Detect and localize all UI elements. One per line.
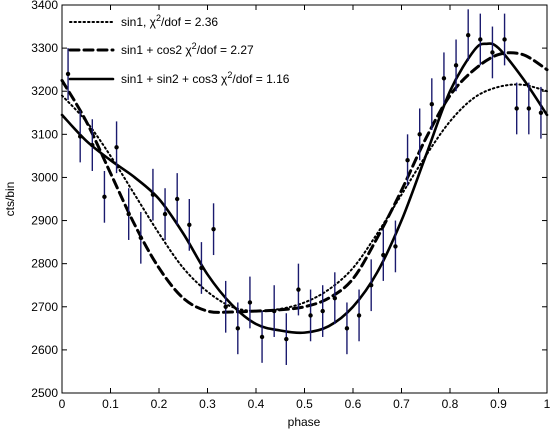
x-tick-label: 0.7	[393, 397, 410, 411]
y-tick-label: 3400	[31, 0, 58, 12]
y-tick-label: 2600	[31, 343, 58, 357]
x-tick-label: 0	[59, 397, 66, 411]
y-tick-label: 3000	[31, 170, 58, 184]
data-point	[114, 145, 119, 150]
y-tick-label: 2500	[31, 386, 58, 400]
data-point	[514, 106, 519, 111]
data-point	[235, 326, 241, 331]
data-point	[65, 71, 71, 77]
data-point	[247, 300, 253, 305]
data-point	[538, 110, 544, 115]
x-tick-label: 0.3	[199, 397, 216, 411]
data-point	[223, 304, 228, 309]
data-point	[465, 32, 471, 38]
x-tick-label: 0.9	[490, 397, 507, 411]
y-tick-label: 2700	[31, 300, 58, 314]
data-point	[90, 142, 95, 148]
data-point	[259, 334, 265, 340]
data-point	[102, 194, 107, 200]
data-point	[526, 106, 532, 111]
data-point	[356, 313, 362, 318]
plot-area	[62, 5, 547, 393]
data-point	[271, 308, 277, 314]
data-point	[490, 50, 495, 55]
x-axis-label: phase	[288, 415, 321, 429]
y-tick-label: 2800	[31, 257, 58, 271]
legend-label-sin1cos2: sin1 + cos2 χ2/dof = 2.27	[121, 41, 254, 57]
y-tick-label: 3200	[31, 84, 58, 98]
data-point	[441, 76, 447, 81]
data-point	[429, 101, 435, 107]
data-point	[381, 252, 386, 258]
data-point	[138, 235, 144, 240]
x-tick-label: 0.5	[296, 397, 313, 411]
legend-label-sin1sin2cos3: sin1 + sin2 + cos3 χ2/dof = 1.16	[121, 70, 290, 86]
x-tick-label: 0.6	[345, 397, 362, 411]
y-tick-label: 3100	[31, 127, 58, 141]
data-point	[344, 326, 350, 331]
legend: sin1, χ2/dof = 2.36 sin1 + cos2 χ2/dof = …	[68, 13, 290, 86]
data-point	[211, 226, 216, 232]
series-line-sin1	[61, 83, 548, 313]
data-point	[126, 211, 131, 217]
data-point	[187, 222, 192, 228]
x-tick-label: 0.8	[442, 397, 459, 411]
data-point	[320, 308, 325, 314]
data-point	[332, 295, 338, 301]
data-point	[174, 196, 180, 202]
data-point	[199, 265, 204, 271]
y-tick-labels: 2500 2600 2700 2800 2900 3000 3100 3200 3300 3400	[31, 0, 58, 400]
y-axis-label: cts/bin	[3, 182, 17, 217]
data-points-layer	[65, 9, 544, 365]
data-point	[162, 211, 168, 217]
data-point	[417, 132, 422, 137]
x-tick-label: 0.1	[102, 397, 119, 411]
x-tick-label: 0.4	[248, 397, 265, 411]
data-point	[308, 313, 313, 318]
legend-label-sin1: sin1, χ2/dof = 2.36	[121, 13, 218, 29]
data-point	[296, 287, 301, 292]
data-point	[368, 283, 374, 288]
data-point	[77, 134, 83, 139]
data-point	[393, 244, 398, 249]
plot-background	[62, 5, 547, 393]
y-tick-label: 2900	[31, 214, 58, 228]
x-tick-labels: 0 0.1 0.2 0.3 0.4 0.5 0.6 0.7 0.8 0.9 1	[59, 397, 551, 411]
ticks-layer	[61, 4, 548, 394]
x-tick-label: 0.2	[151, 397, 168, 411]
data-point	[453, 63, 459, 68]
data-point	[502, 37, 507, 42]
y-tick-label: 3300	[31, 41, 58, 55]
data-point	[284, 336, 289, 342]
data-point	[405, 158, 410, 163]
data-point	[150, 192, 156, 197]
x-tick-label: 1	[544, 397, 551, 411]
data-point	[478, 37, 483, 42]
